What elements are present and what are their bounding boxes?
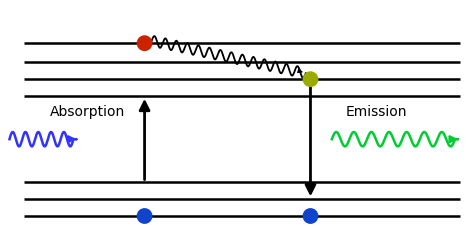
Point <box>307 77 314 81</box>
Text: Emission: Emission <box>346 105 408 119</box>
Point <box>141 214 148 218</box>
Point <box>307 214 314 218</box>
Point <box>141 41 148 45</box>
Text: Absorption: Absorption <box>50 105 125 119</box>
